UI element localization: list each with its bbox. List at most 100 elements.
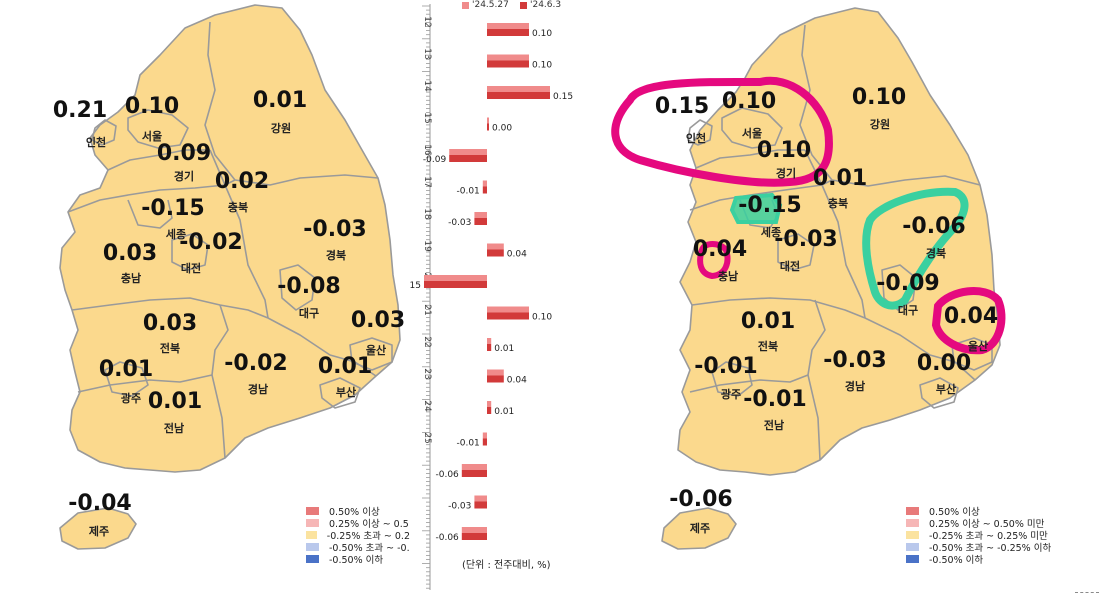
category-tick-label: 19 [422, 240, 432, 252]
bar-data-label: 0.00 [492, 124, 512, 134]
chart-legend-swatch [462, 1, 469, 9]
legend-label: 0.25% 이상 ~ 0.50% 미만 [929, 519, 1045, 530]
bar-series-2 [482, 186, 487, 194]
legend-label: 0.50% 이상 [929, 507, 980, 518]
category-tick-label: 23 [422, 368, 432, 379]
bar-data-label: -0.06 [436, 533, 460, 543]
unit-label: (단위 : 전주대비, %) [462, 560, 551, 571]
bar-series-1 [487, 306, 529, 313]
region-value-jeonnam: 0.01 [148, 389, 202, 414]
region-name-daejeon: 대전 [780, 259, 800, 273]
bar-series-2 [461, 470, 487, 477]
region-value-gyeonggi: 0.10 [757, 138, 811, 163]
legend-right-item: -0.25% 초과 ~ 0.25% 미만 [906, 529, 1051, 542]
bar-series-2 [487, 29, 529, 36]
region-name-gangwon: 강원 [271, 121, 291, 135]
region-name-jeju: 제주 [89, 524, 109, 538]
legend-label: 0.50% 이상 [329, 507, 380, 518]
region-name-jeonnam: 전남 [164, 421, 184, 435]
region-name-incheon: 인천 [686, 131, 706, 145]
legend-label: 0.25% 이상 ~ 0.5 [329, 519, 409, 530]
region-value-daejeon: -0.03 [774, 227, 837, 252]
legend-left-item: 0.50% 이상 [306, 505, 410, 518]
bar-data-label: -0.09 [423, 155, 447, 165]
bar-series-2 [487, 92, 550, 99]
legend-right-item: 0.50% 이상 [906, 505, 1051, 518]
region-name-gyeongnam: 경남 [248, 382, 268, 396]
bar-data-label: 0.10 [532, 29, 552, 39]
region-name-sejong: 세종 [761, 225, 781, 239]
map-left: 0.21인천0.10서울0.09경기0.01강원0.02충북-0.15세종-0.… [53, 4, 405, 550]
region-value-seoul: 0.10 [125, 94, 179, 119]
category-tick-label: 24 [422, 400, 432, 412]
map-left-borders [67, 21, 393, 459]
region-value-sejong: -0.15 [738, 193, 801, 218]
map-right-highlights [611, 76, 1006, 355]
legend-left-item: 0.25% 이상 ~ 0.5 [306, 517, 410, 530]
category-tick-label: 25 [422, 432, 432, 443]
region-value-gyeongbuk: -0.06 [902, 214, 965, 239]
region-value-gyeongnam: -0.03 [823, 348, 886, 373]
bar-data-label: 0.10 [532, 61, 552, 71]
bar-series-2 [487, 312, 529, 320]
region-value-jeonnam: -0.01 [743, 387, 806, 412]
highlight-box-sejong [729, 192, 783, 224]
chart-legend-series-1: '24.5.27 [462, 0, 509, 10]
region-value-sejong: -0.15 [141, 196, 204, 221]
region-value-chungnam: 0.03 [103, 241, 157, 266]
bar-data-label: -0.15 [410, 281, 421, 291]
legend-swatch [906, 507, 919, 515]
region-name-seoul: 서울 [142, 129, 162, 143]
legend-label: -0.50% 이하 [329, 555, 384, 565]
bar-series-2 [487, 375, 504, 383]
region-value-gyeongbuk: -0.03 [303, 217, 366, 242]
region-name-gwangju: 광주 [121, 392, 141, 405]
bar-data-label: -0.03 [448, 218, 471, 228]
region-value-gangwon: 0.10 [852, 85, 906, 110]
bar-series-2 [424, 281, 487, 288]
legend-swatch [906, 531, 919, 539]
bar-series-1 [474, 495, 487, 502]
bar-data-label: -0.06 [436, 470, 460, 480]
region-value-chungnam: 0.04 [693, 237, 747, 262]
region-value-jeonbuk: 0.03 [143, 311, 197, 336]
bar-series-1 [487, 338, 492, 344]
region-name-daegu: 대구 [299, 306, 319, 320]
bar-data-label: 0.01 [494, 344, 514, 354]
bar-series-1 [461, 527, 487, 533]
category-tick-label: 15 [422, 112, 432, 123]
bar-data-label: 0.10 [532, 313, 552, 323]
bar-data-label: 0.04 [507, 250, 527, 260]
region-name-ulsan: 울산 [968, 339, 988, 353]
bar-series-2 [487, 123, 489, 131]
region-value-daegu: -0.08 [277, 274, 340, 299]
region-value-chungbuk: 0.01 [813, 166, 867, 191]
region-name-sejong: 세종 [166, 227, 186, 241]
region-value-gwangju: -0.01 [694, 354, 757, 379]
highlight-ring-capital [611, 76, 833, 187]
region-value-jeju: -0.04 [68, 491, 131, 516]
region-value-daejeon: -0.02 [179, 230, 242, 255]
legend-swatch [306, 519, 319, 527]
region-name-jeonbuk: 전북 [758, 339, 778, 353]
bar-series-2 [487, 407, 492, 414]
legend-left-item: -0.50% 초과 ~ -0. [306, 541, 410, 554]
category-tick-label: 18 [422, 208, 432, 220]
region-name-gyeonggi: 경기 [776, 166, 796, 180]
region-name-gyeonggi: 경기 [174, 169, 194, 183]
bar-series-1 [487, 86, 550, 92]
legend-swatch [306, 555, 319, 563]
category-tick-label: 22 [422, 336, 432, 347]
region-name-busan: 부산 [936, 382, 956, 396]
legend-right: 0.50% 이상 0.25% 이상 ~ 0.50% 미만 -0.25% 초과 ~… [906, 505, 1052, 566]
region-value-ulsan: 0.03 [351, 308, 405, 333]
category-tick-label: 12 [422, 16, 432, 27]
region-value-busan: 0.01 [318, 354, 372, 379]
legend-swatch [306, 543, 319, 551]
region-name-daegu: 대구 [898, 303, 918, 317]
bar-series-2 [461, 533, 487, 540]
legend-label: -0.50% 초과 ~ -0.25% 이하 [929, 543, 1052, 554]
highlight-ring-ulsan [931, 287, 1006, 355]
chart-legend-series-2: '24.6.3 [520, 0, 561, 10]
category-tick-label: 21 [422, 304, 432, 315]
